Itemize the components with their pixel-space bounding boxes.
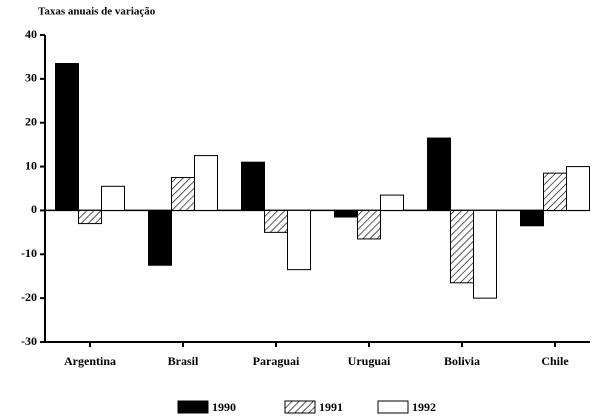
chart-title: Taxas anuais de variação — [38, 6, 156, 18]
legend-swatch — [377, 400, 409, 414]
legend-label: 1990 — [212, 400, 236, 414]
y-tick-label: -10 — [21, 246, 37, 260]
bar — [334, 209, 358, 218]
bar — [566, 166, 590, 211]
y-tick-label: 40 — [25, 27, 37, 41]
bar — [473, 209, 497, 299]
bar — [427, 137, 451, 211]
bar — [450, 209, 474, 284]
bar — [241, 161, 265, 211]
bar — [171, 177, 195, 211]
bar — [520, 209, 544, 227]
bar — [357, 209, 381, 240]
x-tick-label: Brasil — [168, 354, 199, 368]
legend-swatch — [177, 400, 209, 414]
y-tick-label: 10 — [25, 158, 37, 172]
y-tick-label: 30 — [25, 71, 37, 85]
bar — [264, 209, 288, 233]
x-tick-label: Bolivia — [444, 354, 480, 368]
x-tick-label: Uruguai — [348, 354, 391, 368]
bar — [380, 194, 404, 211]
bar — [55, 63, 79, 211]
y-tick-label: 20 — [25, 114, 37, 128]
bar — [148, 209, 172, 266]
x-tick-label: Paraguai — [253, 354, 300, 368]
x-tick-label: Argentina — [64, 354, 116, 368]
legend-label: 1991 — [319, 400, 343, 414]
y-tick-label: -20 — [21, 290, 37, 304]
legend-label: 1992 — [412, 400, 436, 414]
legend-swatch — [284, 400, 316, 414]
bar — [543, 172, 567, 211]
bar — [101, 185, 125, 211]
bar — [78, 209, 102, 225]
y-tick-label: 0 — [31, 202, 37, 216]
bar — [194, 155, 218, 211]
y-tick-label: -30 — [21, 334, 37, 348]
bar — [287, 209, 311, 271]
x-tick-label: Chile — [541, 354, 569, 368]
